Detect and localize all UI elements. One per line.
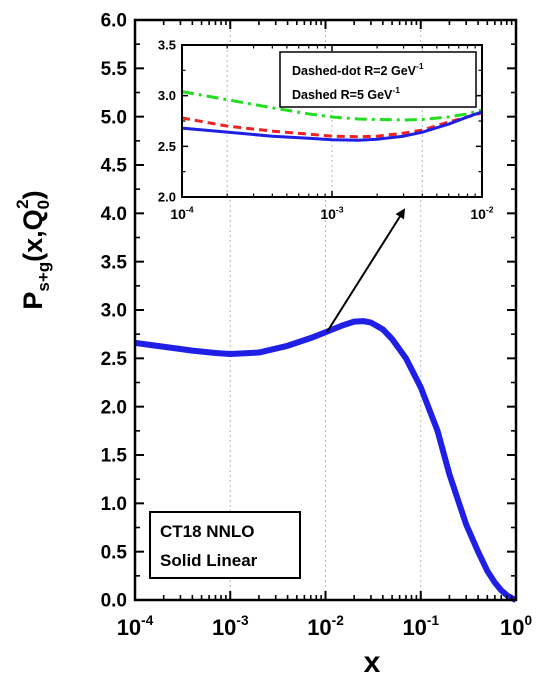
y-tick-label: 2.0	[101, 397, 127, 418]
annotation-box: CT18 NNLO Solid Linear	[149, 511, 301, 579]
annotation-line-1: CT18 NNLO	[160, 522, 254, 541]
inset-ticks	[181, 44, 483, 198]
legend-entry-dashed: Dashed R=5 GeV-1	[292, 85, 400, 102]
annotation-line-2: Solid Linear	[160, 551, 258, 570]
inset-x-tick-labels: 10-4 10-3 10-2	[170, 205, 493, 222]
x-tick-label: 10-3	[320, 205, 343, 222]
inset-series-group	[181, 90, 483, 142]
y-tick-label: 0.5	[101, 542, 128, 563]
zoom-arrow	[326, 208, 406, 333]
y-tick-label: 1.0	[101, 494, 127, 515]
y-tick-label: 5.0	[101, 107, 127, 128]
x-tick-label: 10-2	[307, 613, 344, 640]
x-tick-label: 10-2	[470, 205, 493, 222]
y-tick-label: 2.5	[158, 139, 176, 154]
y-tick-label: 4.5	[101, 156, 128, 177]
legend-entry-dashdot: Dashed-dot R=2 GeV-1	[292, 61, 424, 78]
x-tick-label: 10-4	[117, 613, 154, 640]
inset-chart: 10-4 10-3 10-2 2.0 2.5 3.0 3.5 Dashed-dot R=2…	[158, 38, 494, 222]
y-tick-label: 2.0	[158, 190, 176, 205]
x-axis-title: x	[364, 646, 381, 679]
y-tick-label: 5.5	[101, 59, 128, 80]
series-line-solid	[134, 318, 518, 603]
main-x-tick-labels: 10-4 10-3 10-2 10-1 100	[117, 613, 533, 640]
series-line-dashdot	[181, 90, 483, 122]
main-series-group	[134, 318, 518, 603]
y-tick-label: 3.5	[101, 252, 128, 273]
y-tick-label: 6.0	[101, 11, 127, 32]
x-tick-label: 10-4	[170, 205, 193, 222]
main-ticks	[134, 19, 517, 601]
inset-legend: Dashed-dot R=2 GeV-1 Dashed R=5 GeV-1	[279, 51, 477, 108]
y-tick-label: 3.5	[158, 38, 176, 53]
y-tick-label: 2.5	[101, 349, 128, 370]
series-line-dashed	[181, 111, 483, 139]
y-tick-label: 0.0	[101, 591, 127, 612]
x-tick-label: 10-3	[212, 613, 249, 640]
y-tick-label: 4.0	[101, 204, 127, 225]
y-tick-label: 3.0	[158, 88, 176, 103]
y-tick-label: 3.0	[101, 301, 127, 322]
inset-y-tick-labels: 2.0 2.5 3.0 3.5	[158, 38, 176, 205]
x-tick-label: 10-1	[402, 613, 439, 640]
main-y-tick-labels: 0.0 0.5 1.0 1.5 2.0 2.5 3.0 3.5 4.0 4.5 5.0 5.5 6.0	[101, 11, 128, 612]
x-tick-label: 100	[500, 613, 532, 640]
y-tick-label: 1.5	[101, 446, 128, 467]
y-axis-title: Ps+g(x,Q02)	[13, 190, 53, 309]
series-line-solid	[181, 110, 483, 142]
